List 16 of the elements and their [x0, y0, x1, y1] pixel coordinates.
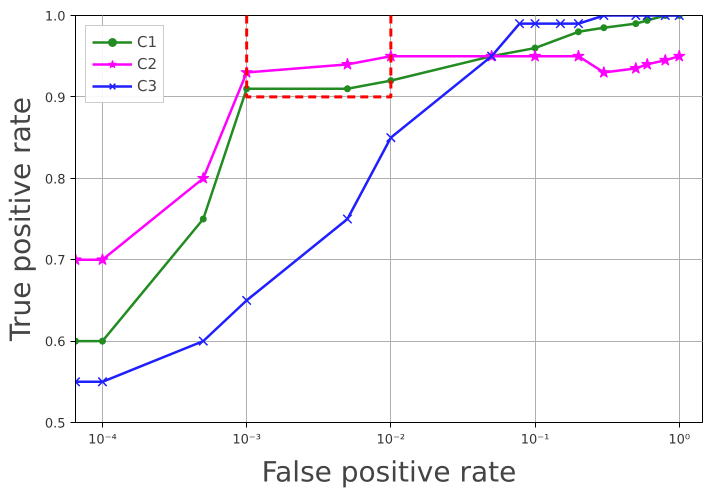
x-tick-label: 10⁻²: [376, 432, 406, 448]
y-axis-title: True positive rate: [4, 97, 37, 342]
x-axis-title: False positive rate: [262, 456, 516, 488]
x-tick-label: 10⁻⁴: [88, 432, 117, 448]
y-tick-label: 0.9: [44, 90, 66, 106]
y-tick-label: 0.8: [44, 172, 66, 188]
x-tick-label: 10⁻³: [232, 432, 261, 448]
x-tick-label: 10⁰: [668, 432, 690, 448]
legend-label: C1: [137, 33, 158, 51]
y-tick-label: 0.5: [44, 416, 66, 432]
y-tick-label: 1.0: [44, 10, 66, 24]
x-tick-label: 10⁻¹: [520, 432, 550, 448]
legend-label: C3: [137, 77, 158, 95]
y-tick-label: 0.7: [44, 254, 66, 269]
legend-label: C2: [137, 55, 158, 73]
y-tick-label: 0.6: [44, 335, 66, 350]
